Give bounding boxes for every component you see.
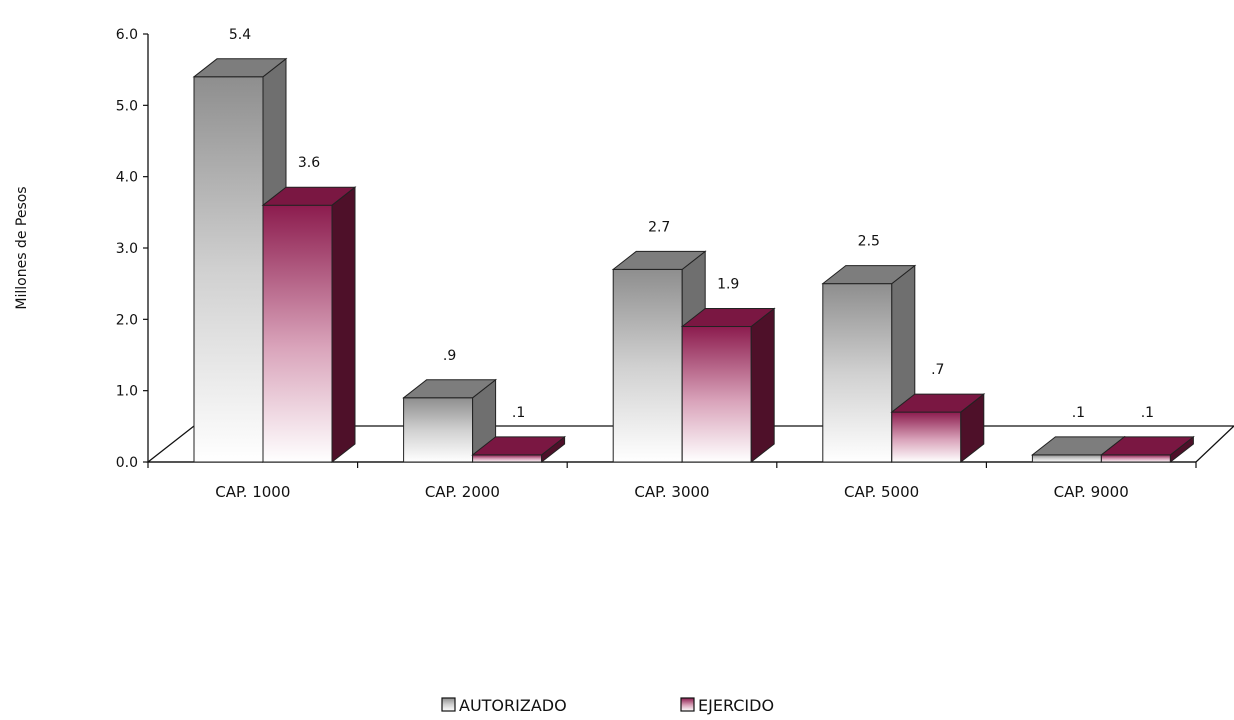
bar-data-label: 5.4 <box>229 27 251 43</box>
bar-top <box>192 58 288 78</box>
bar <box>890 393 986 464</box>
x-category-label: CAP. 9000 <box>1054 483 1129 501</box>
y-tick-label: 0.0 <box>116 455 138 471</box>
bar-data-label: 2.5 <box>858 234 880 250</box>
bar-top <box>890 393 986 413</box>
legend-swatch <box>680 697 695 712</box>
y-tick-label: 4.0 <box>116 170 138 186</box>
bar-front <box>891 411 962 463</box>
y-axis-title: Millones de Pesos <box>14 186 30 309</box>
bar-front <box>262 204 333 463</box>
bar-top <box>261 186 357 206</box>
bar-data-label: 2.7 <box>648 219 670 235</box>
bar <box>261 186 357 464</box>
bar-data-label: 3.6 <box>298 155 320 171</box>
bar-data-label: .7 <box>931 362 944 378</box>
bar-top <box>471 436 567 456</box>
bar-top <box>402 379 498 399</box>
bar-top <box>611 250 707 270</box>
x-category-label: CAP. 3000 <box>634 483 709 501</box>
bar <box>680 307 776 464</box>
y-tick-label: 3.0 <box>116 241 138 257</box>
bar <box>402 378 498 464</box>
bar <box>1099 435 1195 464</box>
bar-front <box>1031 454 1102 463</box>
y-tick-label: 2.0 <box>116 312 138 328</box>
bar-front <box>822 283 893 463</box>
bar-data-label: 1.9 <box>717 276 739 292</box>
bar <box>471 435 567 464</box>
bar-side <box>331 186 356 464</box>
legend-label: EJERCIDO <box>698 696 774 715</box>
y-tick-label: 6.0 <box>116 27 138 43</box>
bar-front <box>403 397 474 463</box>
x-category-label: CAP. 2000 <box>425 483 500 501</box>
bar-side <box>750 307 775 464</box>
bar-top <box>680 307 776 327</box>
bar-data-label: .9 <box>443 348 456 364</box>
bar-front <box>193 76 264 463</box>
bar <box>611 250 707 464</box>
legend-swatch <box>441 697 456 712</box>
bar-data-label: .1 <box>1141 405 1154 421</box>
bar-front <box>612 268 683 463</box>
bar-data-label: .1 <box>1072 405 1085 421</box>
y-tick-label: 5.0 <box>116 98 138 114</box>
bar-data-label: .1 <box>512 405 525 421</box>
y-tick-label: 1.0 <box>116 384 138 400</box>
bar-top <box>821 265 917 285</box>
bar-front <box>1100 454 1171 463</box>
bar-front <box>472 454 543 463</box>
x-category-label: CAP. 1000 <box>215 483 290 501</box>
bar-top <box>1099 436 1195 456</box>
legend-label: AUTORIZADO <box>459 696 567 715</box>
bar-front <box>681 325 752 463</box>
x-category-label: CAP. 5000 <box>844 483 919 501</box>
